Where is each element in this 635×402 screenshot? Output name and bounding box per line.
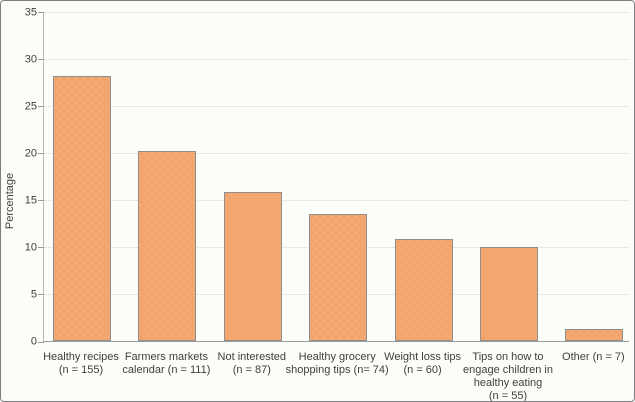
x-category-label: Healthy grocery shopping tips (n= 74) — [285, 351, 389, 376]
bar — [53, 75, 111, 341]
y-gridline — [44, 106, 629, 107]
y-tick-label: 15 — [24, 194, 37, 207]
y-gridline — [44, 200, 629, 201]
x-category-label: Healthy recipes (n = 155) — [43, 351, 119, 376]
x-category-label: Not interested (n = 87) — [217, 351, 287, 376]
bar — [138, 151, 197, 341]
x-category-label: Other (n = 7) — [562, 351, 625, 363]
y-tick-label: 25 — [24, 100, 37, 113]
y-tick-mark — [38, 294, 44, 295]
y-gridline — [44, 12, 629, 13]
bar — [223, 192, 282, 341]
bar — [565, 328, 624, 341]
y-tick-mark — [38, 153, 44, 154]
y-tick-mark — [38, 12, 44, 13]
y-gridline — [44, 59, 629, 60]
y-tick-mark — [38, 200, 44, 201]
y-tick-label: 10 — [24, 241, 37, 254]
y-gridline — [44, 153, 629, 154]
x-category-label: Tips on how to engage children in health… — [463, 351, 553, 402]
bar — [309, 214, 368, 341]
bar — [480, 247, 538, 341]
y-tick-label: 20 — [24, 147, 37, 160]
y-tick-mark — [38, 106, 44, 107]
plot-area: 0 5 10 15 20 25 30 35 — [25, 7, 629, 347]
y-tick-mark — [38, 342, 44, 343]
y-tick-label: 30 — [24, 53, 37, 66]
y-tick-label: 0 — [30, 335, 37, 348]
y-tick-label: 5 — [30, 288, 37, 301]
x-category-label: Weight loss tips (n = 60) — [384, 351, 461, 376]
y-tick-mark — [38, 247, 44, 248]
y-tick-mark — [38, 59, 44, 60]
bar — [394, 238, 453, 341]
y-tick-label: 35 — [24, 6, 37, 19]
x-category-label: Farmers markets calendar (n = 111) — [122, 351, 211, 376]
